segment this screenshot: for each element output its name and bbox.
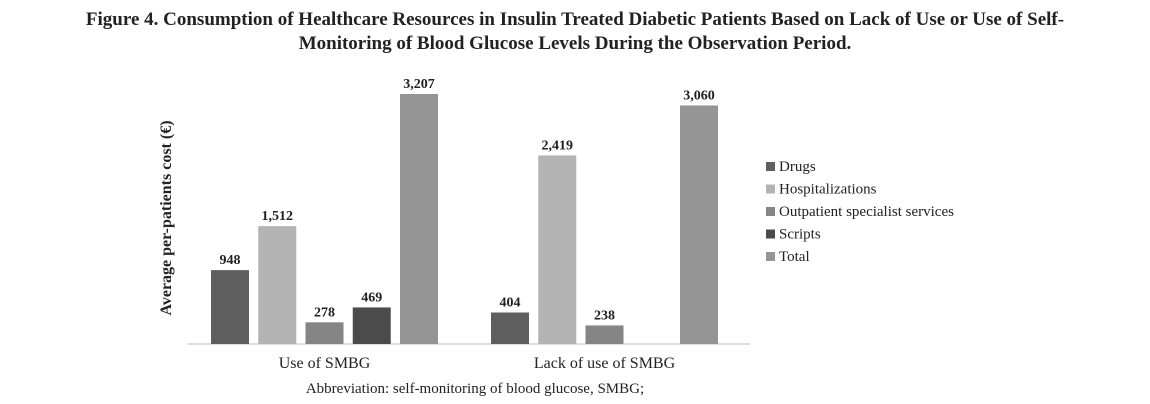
abbreviation-note: Abbreviation: self-monitoring of blood g… — [305, 381, 645, 397]
legend-label-scripts: Scripts — [779, 227, 821, 243]
x-axis-categories: Use of SMBG Lack of use of SMBG — [279, 355, 676, 372]
legend-label-outpatient-specialist-services: Outpatient specialist services — [779, 204, 954, 220]
data-label-total-use-of-smbg: 3,207 — [403, 77, 435, 92]
bar-hospitalizations-use-of-smbg — [258, 226, 297, 344]
bars-group — [211, 94, 718, 344]
figure-title-line-1: Figure 4. Consumption of Healthcare Reso… — [85, 9, 1065, 30]
data-label-outpatient-specialist-services-use-of-smbg: 278 — [314, 305, 335, 320]
legend-swatch-hospitalizations — [766, 184, 775, 194]
bar-drugs-use-of-smbg — [211, 270, 249, 344]
bar-drugs-lack-of-use-of-smbg — [491, 312, 529, 344]
figure-title: Figure 4. Consumption of Healthcare Reso… — [0, 8, 1150, 56]
x-tick-use-of-smbg: Use of SMBG — [279, 355, 371, 372]
bar-scripts-use-of-smbg — [352, 307, 391, 344]
bar-outpatient-specialist-services-use-of-smbg — [305, 322, 344, 344]
data-label-scripts-use-of-smbg: 469 — [361, 290, 382, 305]
legend-swatch-drugs — [766, 162, 775, 171]
legend-swatch-scripts — [766, 229, 775, 239]
y-axis-label: Average per-patients cost (€) — [158, 120, 175, 315]
x-tick-lack-of-use-of-smbg: Lack of use of SMBG — [534, 355, 676, 372]
legend-label-total: Total — [779, 249, 810, 265]
data-label-hospitalizations-use-of-smbg: 1,512 — [262, 209, 294, 224]
legend-swatch-total — [766, 252, 775, 261]
data-label-drugs-lack-of-use-of-smbg: 404 — [500, 296, 521, 311]
data-label-drugs-use-of-smbg: 948 — [220, 253, 241, 268]
bar-total-lack-of-use-of-smbg — [680, 105, 718, 344]
bar-total-use-of-smbg — [400, 94, 438, 344]
legend-label-hospitalizations: Hospitalizations — [779, 182, 877, 198]
bar-hospitalizations-lack-of-use-of-smbg — [538, 155, 577, 344]
data-label-outpatient-specialist-services-lack-of-use-of-smbg: 238 — [594, 308, 615, 323]
figure-title-line-2: Monitoring of Blood Glucose Levels Durin… — [298, 33, 852, 54]
legend-label-drugs: Drugs — [779, 159, 816, 175]
data-label-total-lack-of-use-of-smbg: 3,060 — [683, 88, 715, 103]
bar-outpatient-specialist-services-lack-of-use-of-smbg — [585, 325, 624, 344]
data-label-hospitalizations-lack-of-use-of-smbg: 2,419 — [542, 138, 574, 153]
legend-swatch-outpatient-specialist-services — [766, 207, 775, 216]
data-labels-group: 948 1,512 278 469 3,207 404 2,419 238 3,060 — [220, 77, 715, 323]
legend: Drugs Hospitalizations Outpatient speciali… — [766, 159, 954, 265]
